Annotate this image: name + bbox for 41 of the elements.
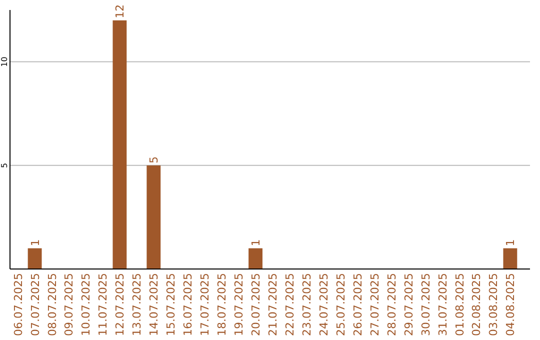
x-tick-label: 31.07.2025 — [436, 273, 450, 336]
x-tick-label: 19.07.2025 — [232, 273, 246, 336]
x-tick-label: 12.07.2025 — [114, 273, 127, 336]
x-tick-label: 07.07.2025 — [28, 273, 42, 336]
x-tick-label: 03.08.2025 — [487, 273, 500, 336]
x-tick-label: 13.07.2025 — [130, 273, 144, 336]
x-tick-label: 08.07.2025 — [46, 273, 59, 336]
x-tick-label: 01.08.2025 — [453, 273, 466, 336]
x-tick-label: 14.07.2025 — [148, 273, 161, 336]
x-tick-label: 20.07.2025 — [250, 273, 263, 336]
data-label: 5 — [148, 156, 161, 164]
x-tick-label: 17.07.2025 — [198, 273, 212, 336]
x-tick-label: 28.07.2025 — [385, 273, 398, 336]
x-tick-label: 30.07.2025 — [419, 273, 432, 336]
x-tick-label: 21.07.2025 — [266, 273, 280, 336]
x-tick-label: 27.07.2025 — [368, 273, 382, 336]
data-label: 1 — [504, 239, 518, 246]
bar — [248, 248, 262, 269]
x-tick-label: 25.07.2025 — [334, 273, 348, 336]
y-tick-label: 10 — [0, 56, 9, 67]
bar — [146, 165, 161, 269]
x-tick-label: 06.07.2025 — [12, 273, 25, 336]
x-tick-label: 22.07.2025 — [283, 273, 296, 336]
data-label: 12 — [114, 4, 127, 18]
data-label: 1 — [250, 239, 263, 246]
x-tick-label: 24.07.2025 — [317, 273, 330, 336]
x-tick-label: 11.07.2025 — [96, 273, 110, 336]
x-tick-label: 29.07.2025 — [402, 273, 416, 336]
x-tick-label: 23.07.2025 — [300, 273, 314, 336]
x-tick-label: 16.07.2025 — [182, 273, 195, 336]
x-tick-label: 02.08.2025 — [470, 273, 484, 336]
data-label: 1 — [28, 239, 42, 246]
x-tick-label: 15.07.2025 — [164, 273, 178, 336]
x-tick-label: 18.07.2025 — [216, 273, 229, 336]
bar — [112, 20, 127, 269]
bar — [28, 248, 42, 269]
x-tick-label: 26.07.2025 — [351, 273, 364, 336]
x-tick-label: 09.07.2025 — [62, 273, 76, 336]
x-tick-label: 04.08.2025 — [504, 273, 518, 336]
bar — [503, 248, 518, 269]
x-tick-label: 10.07.2025 — [80, 273, 93, 336]
